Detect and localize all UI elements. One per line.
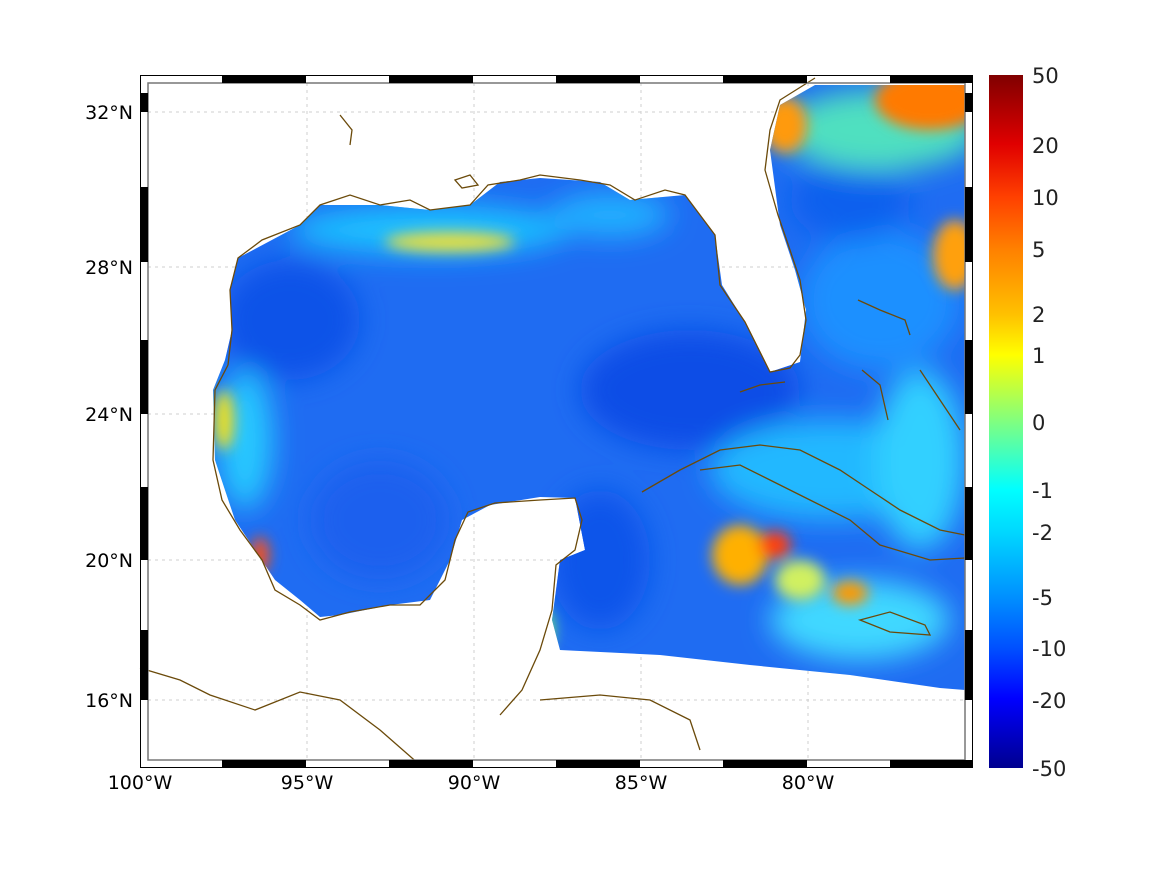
colorbar-tick-label: 5 bbox=[1032, 238, 1045, 262]
heatmap-field bbox=[213, 85, 965, 690]
y-axis-labels: 32°N 28°N 24°N 20°N 16°N bbox=[85, 102, 133, 712]
colorbar-tick-label: 1 bbox=[1032, 344, 1045, 368]
colorbar-tick-label: -1 bbox=[1032, 479, 1053, 503]
x-tick: 100°W bbox=[108, 772, 173, 794]
y-tick: 24°N bbox=[85, 404, 133, 426]
y-tick: 20°N bbox=[85, 550, 133, 572]
y-tick: 28°N bbox=[85, 257, 133, 279]
colorbar-gradient bbox=[989, 75, 1023, 768]
colorbar-tick-label: -5 bbox=[1032, 586, 1053, 610]
colorbar-tick-label: 50 bbox=[1032, 64, 1059, 88]
colorbar-tick-label: -10 bbox=[1032, 637, 1066, 661]
colorbar-tick-label: -2 bbox=[1032, 521, 1053, 545]
colorbar-tick-label: 2 bbox=[1032, 303, 1045, 327]
x-tick: 80°W bbox=[782, 772, 835, 794]
coastlines bbox=[139, 77, 966, 766]
x-tick: 95°W bbox=[281, 772, 334, 794]
colorbar-tick-label: 0 bbox=[1032, 411, 1045, 435]
map-frame bbox=[140, 75, 973, 768]
x-axis-labels: 100°W 95°W 90°W 85°W 80°W bbox=[108, 772, 835, 794]
colorbar-tick-label: -50 bbox=[1032, 757, 1066, 781]
y-tick: 16°N bbox=[85, 690, 133, 712]
y-tick: 32°N bbox=[85, 102, 133, 124]
x-tick: 90°W bbox=[448, 772, 501, 794]
colorbar-tick-label: 10 bbox=[1032, 186, 1059, 210]
colorbar-tick-label: -20 bbox=[1032, 689, 1066, 713]
x-tick: 85°W bbox=[615, 772, 668, 794]
colorbar-tick-label: 20 bbox=[1032, 134, 1059, 158]
